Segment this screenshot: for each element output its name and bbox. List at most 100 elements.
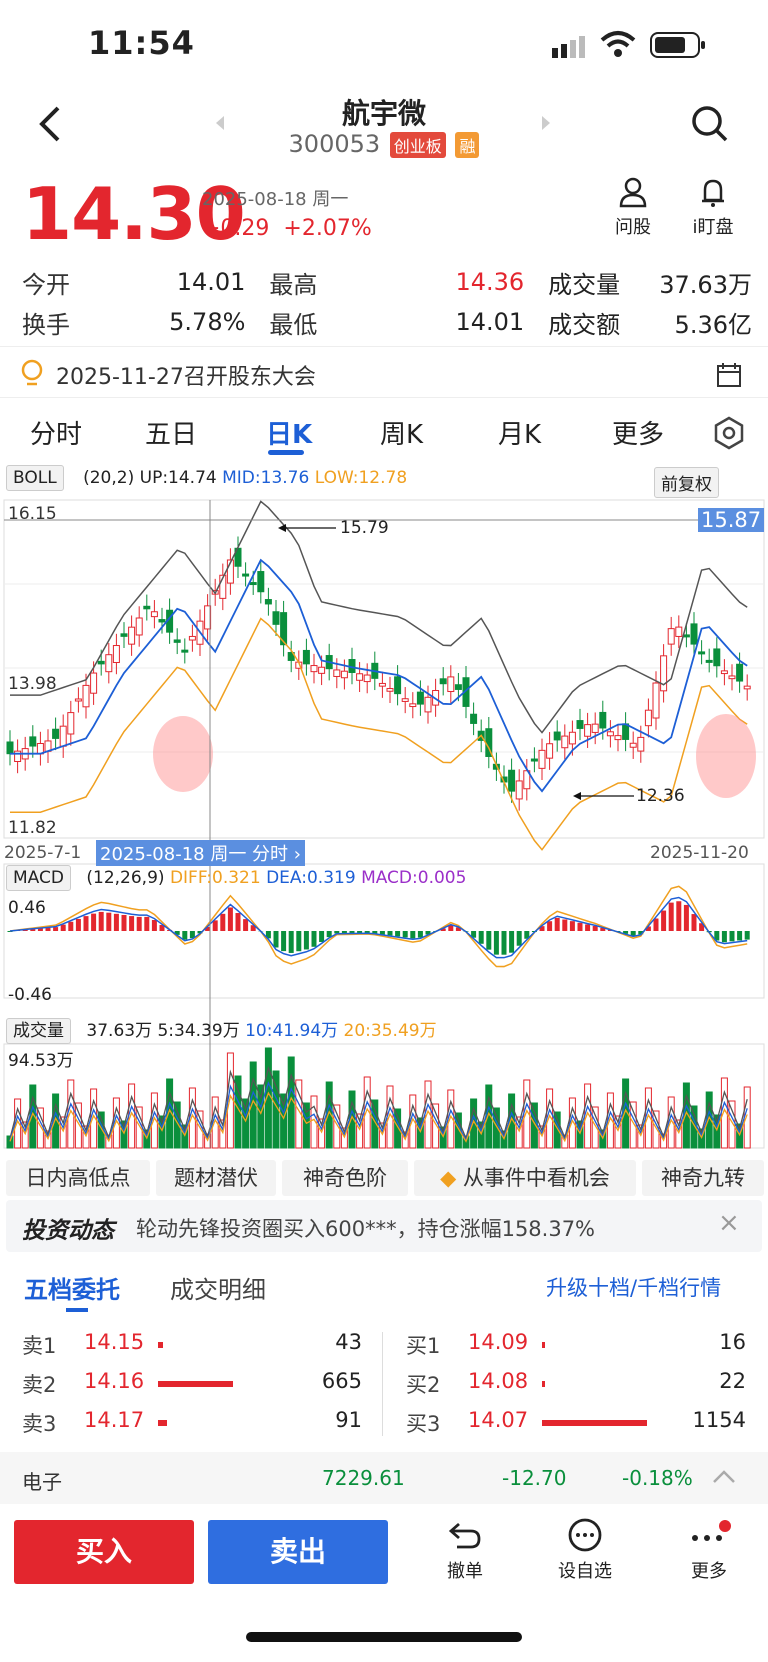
bell-icon	[702, 179, 724, 207]
theme-events[interactable]: ◆ 从事件中看机会	[414, 1160, 636, 1196]
cursor-date-label[interactable]: 2025-08-18 周一 分时 ›	[96, 840, 305, 866]
high-value: 14.36	[455, 268, 525, 296]
back-icon[interactable]	[36, 104, 64, 148]
cancel-order-button[interactable]: 撤单	[440, 1518, 490, 1583]
orderbook-row[interactable]: 买2 14.08 22	[406, 1369, 746, 1405]
y-mid-label: 13.98	[8, 674, 57, 694]
calendar-add-icon[interactable]	[716, 361, 744, 389]
theme-topic[interactable]: 题材潜伏	[156, 1160, 276, 1196]
macd-bar	[235, 913, 241, 931]
orderbook-row[interactable]: 买3 14.07 1154	[406, 1408, 746, 1444]
ask-stock-button[interactable]: 问股	[608, 176, 658, 239]
boll-selector[interactable]: BOLL	[6, 465, 64, 491]
candle	[515, 780, 523, 800]
orderbook-row[interactable]: 买1 14.09 16	[406, 1330, 746, 1366]
macd-y-bottom: -0.46	[8, 985, 52, 1005]
tab-minute[interactable]: 分时	[30, 419, 83, 450]
turnover-value: 5.78%	[169, 308, 246, 336]
candle	[470, 713, 478, 724]
candle	[242, 573, 250, 577]
sector-bar[interactable]: 电子 7229.61 -12.70 -0.18%	[0, 1452, 768, 1504]
volume-bar	[219, 1119, 227, 1149]
candle	[424, 696, 432, 713]
volume-selector[interactable]: 成交量	[6, 1018, 71, 1044]
settings-icon[interactable]	[712, 416, 746, 450]
candle	[538, 749, 546, 769]
close-icon[interactable]: ×	[718, 1208, 740, 1238]
candle	[720, 670, 728, 675]
more-button[interactable]: 更多	[684, 1518, 734, 1583]
volume-bar	[515, 1116, 523, 1149]
quote-change: +0.29 +2.07%	[202, 216, 372, 241]
add-watchlist-button[interactable]: 设自选	[552, 1518, 618, 1583]
tab-monthly-k[interactable]: 月K	[498, 419, 542, 450]
adjust-selector[interactable]: 前复权	[654, 467, 719, 498]
upgrade-link[interactable]: 升级十档/千档行情	[546, 1276, 722, 1300]
event-notice[interactable]: 2025-11-27召开股东大会	[0, 346, 768, 398]
chart-tabs: 分时 五日 日K 周K 月K 更多	[0, 400, 768, 464]
macd-bar	[296, 931, 302, 952]
volume-bar	[59, 1116, 67, 1149]
candle	[143, 605, 151, 610]
macd-bar	[653, 918, 659, 931]
theme-color[interactable]: 神奇色阶	[282, 1160, 408, 1196]
candle	[409, 703, 417, 708]
macd-bar	[341, 931, 347, 934]
tab-more[interactable]: 更多	[612, 419, 665, 450]
candle	[508, 769, 516, 792]
orderbook-row[interactable]: 卖1 14.15 43	[22, 1330, 362, 1366]
orderbook-row[interactable]: 卖3 14.17 91	[22, 1408, 362, 1444]
prev-stock-icon[interactable]	[214, 114, 226, 136]
sell-button[interactable]: 卖出	[208, 1520, 388, 1584]
news-banner[interactable]: 投资动态 轮动先锋投资圈买入600***，持仓涨幅158.37% ×	[6, 1200, 762, 1252]
candle	[705, 659, 713, 663]
level-label: 买3	[406, 1412, 441, 1436]
tab-five-day[interactable]: 五日	[145, 419, 198, 450]
tab-daily-k[interactable]: 日K	[266, 419, 313, 450]
volume-bar	[21, 1121, 29, 1149]
macd-bar	[357, 931, 363, 934]
sector-pct: -0.18%	[622, 1466, 693, 1490]
orderbook-row[interactable]: 卖2 14.16 665	[22, 1369, 362, 1405]
volume-bar	[318, 1118, 326, 1149]
macd-bar	[554, 917, 560, 931]
tab-weekly-k[interactable]: 周K	[380, 419, 424, 450]
theme-intraday[interactable]: 日内高低点	[6, 1160, 150, 1196]
theme-nine[interactable]: 神奇九转	[642, 1160, 764, 1196]
macd-bar	[60, 924, 66, 931]
macd-params: (12,26,9)	[86, 868, 165, 888]
chevron-up-icon[interactable]	[712, 1468, 736, 1484]
candle	[249, 582, 257, 586]
next-stock-icon[interactable]	[540, 114, 552, 136]
candle	[280, 612, 288, 646]
tab-trade-detail[interactable]: 成交明细	[170, 1276, 266, 1304]
macd-bar	[182, 931, 188, 940]
chat-dots-icon	[568, 1518, 602, 1552]
quote-date: 2025-08-18 周一	[202, 189, 349, 210]
search-icon[interactable]	[690, 104, 730, 148]
macd-selector[interactable]: MACD	[6, 865, 71, 891]
volume-bar	[356, 1113, 364, 1149]
macd-bar	[121, 914, 127, 931]
tab-order-book[interactable]: 五档委托	[24, 1276, 120, 1304]
watch-button[interactable]: i盯盘	[686, 176, 740, 239]
open-label: 今开	[22, 270, 70, 299]
level-qty: 1154	[692, 1408, 746, 1432]
candle	[105, 654, 113, 673]
level-price: 14.08	[468, 1369, 529, 1393]
macd-bar	[714, 931, 720, 941]
candle	[310, 665, 318, 673]
candle	[59, 725, 67, 747]
level-qty: 91	[335, 1408, 362, 1432]
candle	[272, 611, 280, 625]
buy-button[interactable]: 买入	[14, 1520, 194, 1584]
tab-indicator	[268, 450, 304, 455]
k-line-chart[interactable]	[0, 498, 768, 1158]
lightbulb-icon	[21, 359, 43, 386]
macd-bar	[562, 919, 568, 931]
boll-params: (20,2)	[83, 468, 135, 488]
volume-bar	[416, 1117, 424, 1149]
sector-change: -12.70	[502, 1466, 567, 1490]
volume-bar	[743, 1086, 751, 1149]
candle	[6, 741, 14, 755]
